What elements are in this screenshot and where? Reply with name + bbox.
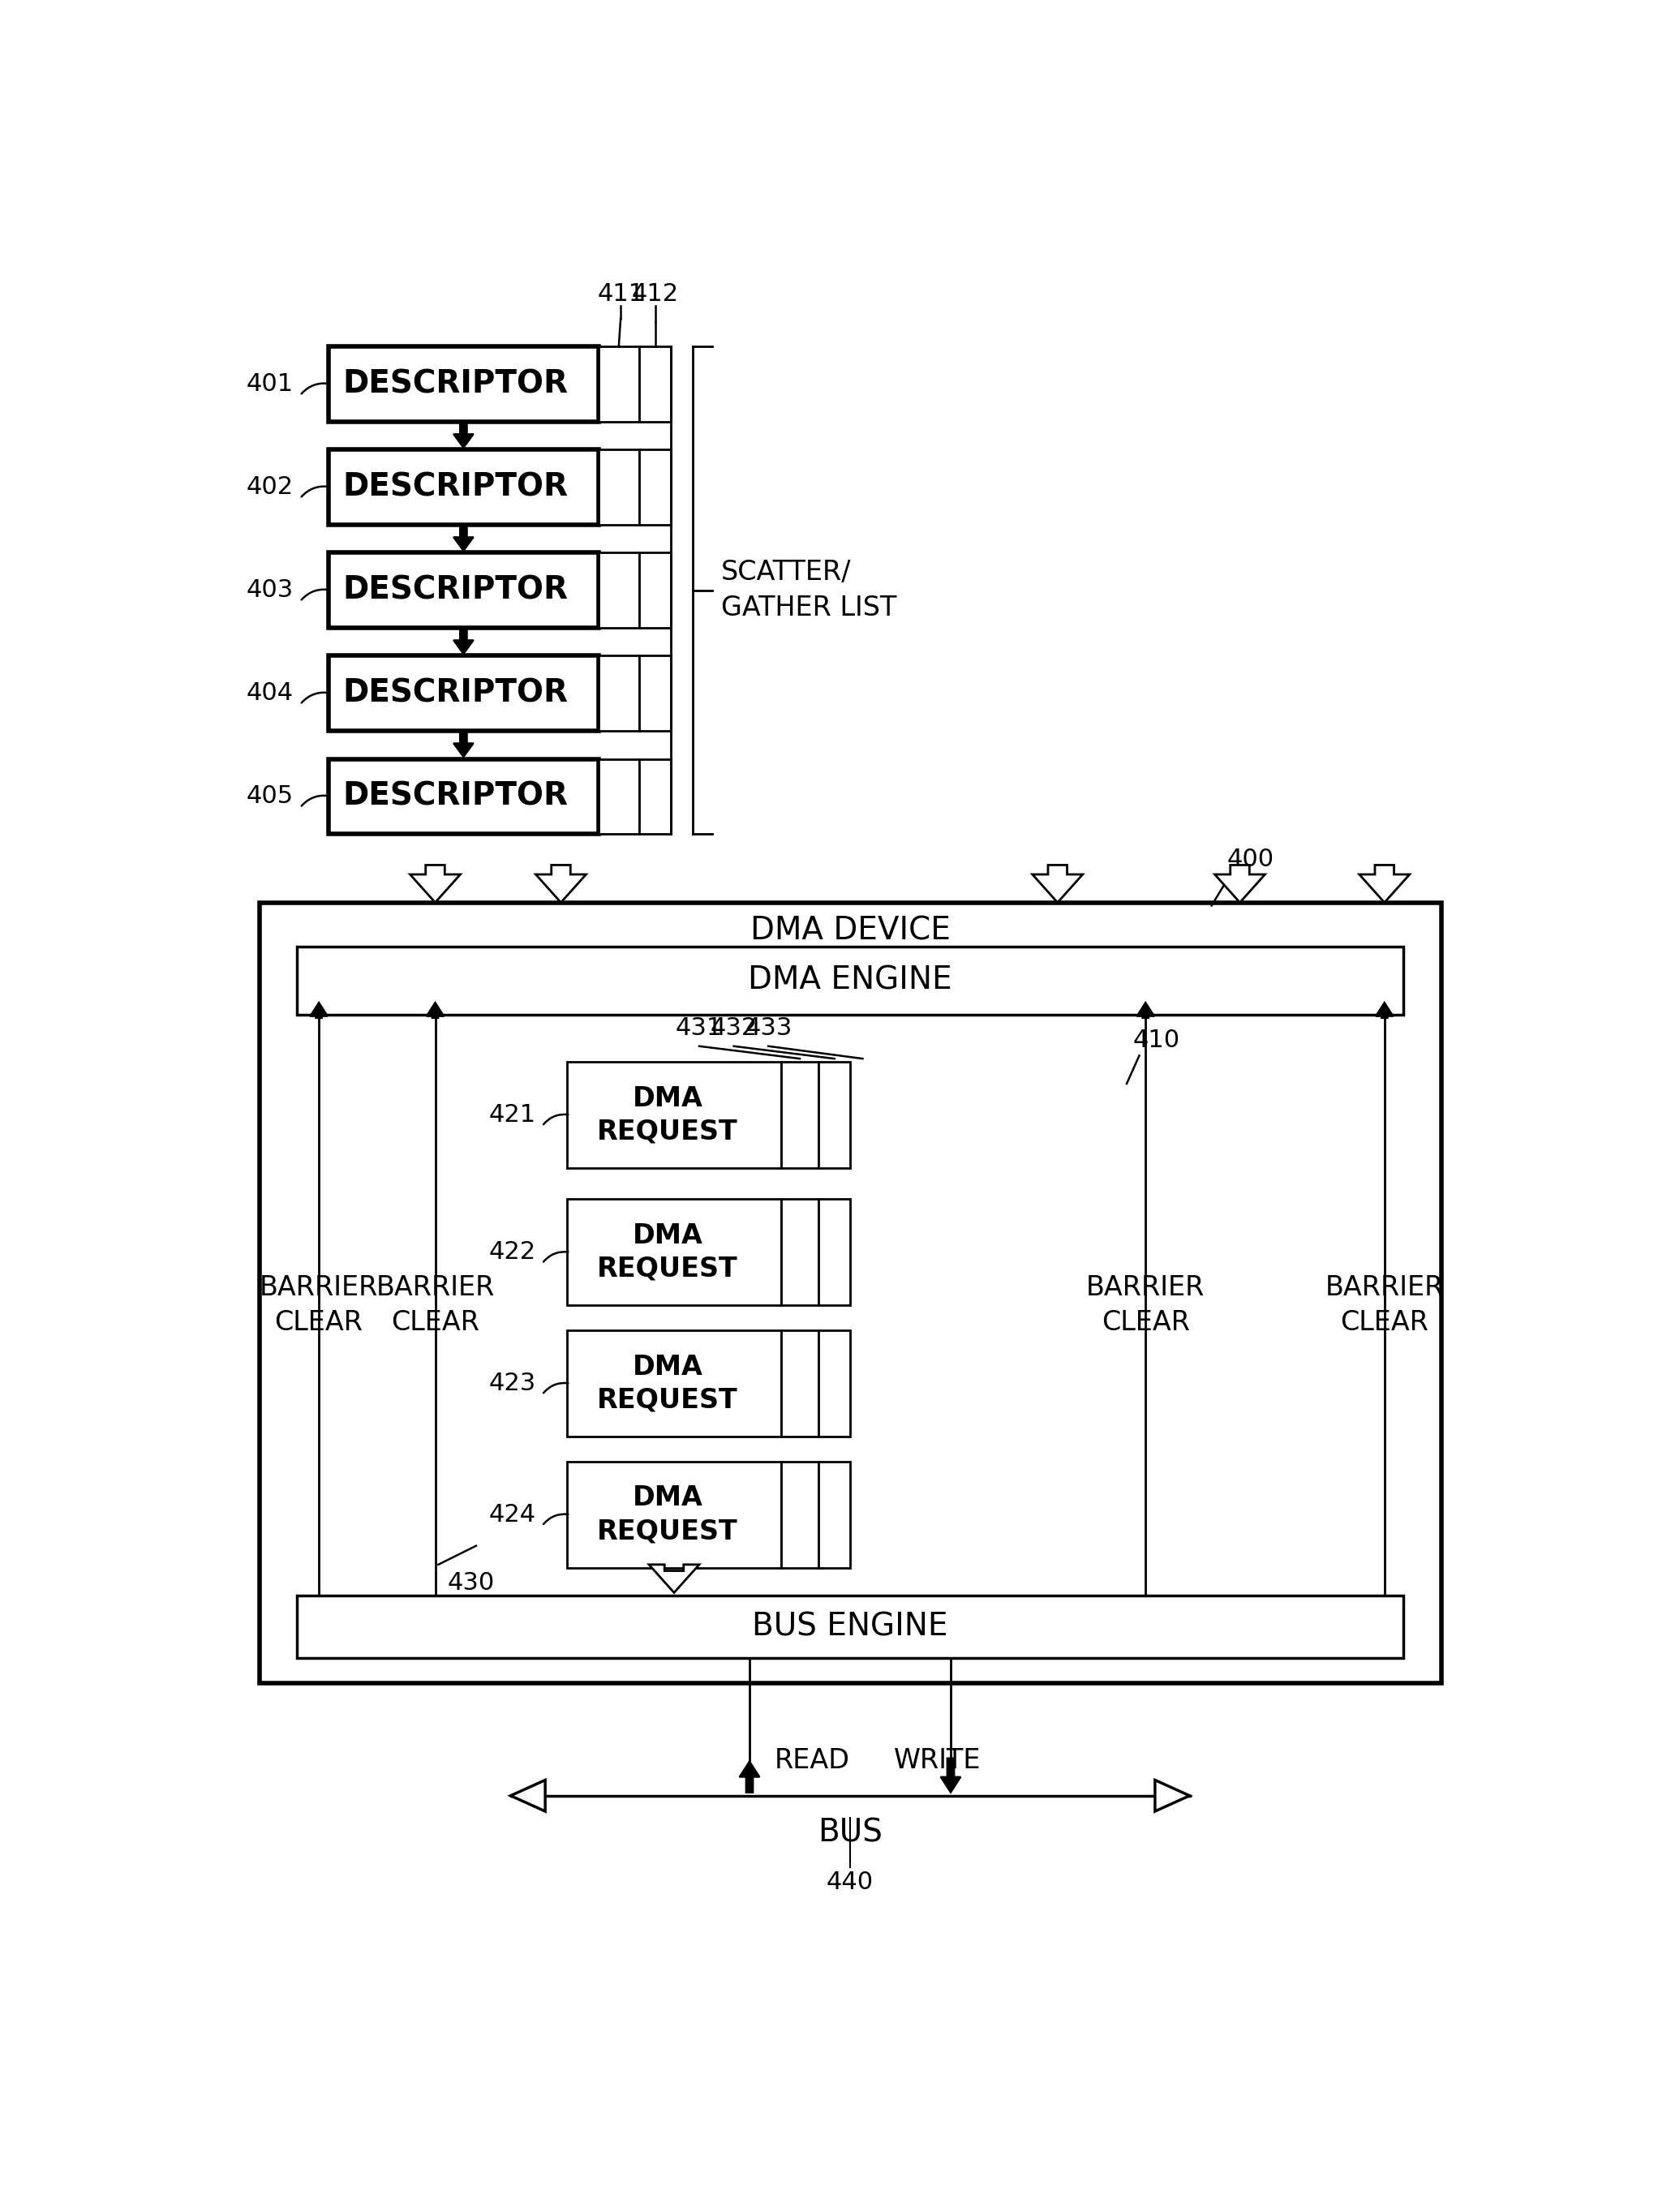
Bar (328, 759, 598, 834)
Text: 411: 411 (597, 283, 645, 305)
Text: DESCRIPTOR: DESCRIPTOR (343, 781, 568, 812)
Polygon shape (453, 732, 473, 757)
Text: BARRIER
CLEAR: BARRIER CLEAR (376, 1274, 495, 1336)
Polygon shape (453, 630, 473, 655)
Bar (297, 947, 1404, 1015)
Polygon shape (1033, 865, 1083, 902)
Bar (819, 1462, 851, 1568)
Text: DMA
REQUEST: DMA REQUEST (597, 1084, 739, 1146)
Polygon shape (453, 526, 473, 551)
Polygon shape (1359, 865, 1410, 902)
Bar (598, 759, 640, 834)
Polygon shape (511, 1781, 545, 1812)
Text: 423: 423 (488, 1371, 536, 1396)
Text: 400: 400 (1227, 847, 1275, 872)
Text: 430: 430 (448, 1571, 495, 1595)
Text: 403: 403 (247, 580, 294, 602)
Text: DMA
REQUEST: DMA REQUEST (597, 1484, 739, 1544)
Text: BUS: BUS (817, 1818, 882, 1849)
Bar (566, 1062, 780, 1168)
Bar (598, 347, 640, 422)
Text: DESCRIPTOR: DESCRIPTOR (343, 677, 568, 708)
Bar (640, 347, 672, 422)
Polygon shape (1155, 1781, 1190, 1812)
Bar (566, 1329, 780, 1436)
Text: 404: 404 (247, 681, 294, 706)
Bar (328, 347, 598, 422)
Polygon shape (740, 1761, 760, 1792)
Bar (328, 553, 598, 628)
Bar (819, 1199, 851, 1305)
Polygon shape (1136, 1002, 1155, 1018)
Text: 401: 401 (247, 372, 294, 396)
Text: BARRIER
CLEAR: BARRIER CLEAR (259, 1274, 378, 1336)
Bar (640, 655, 672, 730)
Polygon shape (426, 1002, 444, 1018)
Text: 402: 402 (247, 476, 294, 500)
Polygon shape (1215, 865, 1265, 902)
Text: 432: 432 (710, 1015, 757, 1040)
Bar (780, 1329, 819, 1436)
Bar (640, 449, 672, 524)
Text: BUS ENGINE: BUS ENGINE (752, 1613, 947, 1644)
Text: 424: 424 (488, 1502, 536, 1526)
Bar (640, 553, 672, 628)
Polygon shape (648, 1564, 698, 1593)
Polygon shape (409, 865, 460, 902)
Bar (259, 902, 1440, 1683)
Polygon shape (1375, 1002, 1394, 1018)
Text: DMA DEVICE: DMA DEVICE (750, 916, 951, 947)
Text: DESCRIPTOR: DESCRIPTOR (343, 369, 568, 400)
Bar (640, 759, 672, 834)
Bar (328, 655, 598, 730)
Text: 421: 421 (488, 1104, 536, 1126)
Bar (780, 1062, 819, 1168)
Text: BARRIER
CLEAR: BARRIER CLEAR (1325, 1274, 1444, 1336)
Text: DESCRIPTOR: DESCRIPTOR (343, 575, 568, 606)
Bar (819, 1062, 851, 1168)
Polygon shape (536, 865, 587, 902)
Bar (598, 553, 640, 628)
Text: 440: 440 (827, 1871, 874, 1893)
Bar (297, 1595, 1404, 1659)
Polygon shape (311, 1002, 328, 1018)
Text: 422: 422 (488, 1241, 536, 1263)
Bar (819, 1329, 851, 1436)
Text: READ: READ (775, 1747, 851, 1774)
Bar (780, 1462, 819, 1568)
Bar (780, 1199, 819, 1305)
Text: 410: 410 (1133, 1029, 1180, 1053)
Text: DMA
REQUEST: DMA REQUEST (597, 1223, 739, 1283)
Text: SCATTER/
GATHER LIST: SCATTER/ GATHER LIST (722, 560, 897, 622)
Text: DMA
REQUEST: DMA REQUEST (597, 1354, 739, 1413)
Bar (598, 449, 640, 524)
Bar (566, 1199, 780, 1305)
Text: WRITE: WRITE (894, 1747, 981, 1774)
Text: DMA ENGINE: DMA ENGINE (749, 964, 952, 995)
Text: 431: 431 (675, 1015, 724, 1040)
Text: 412: 412 (632, 283, 678, 305)
Text: 405: 405 (247, 785, 294, 807)
Bar (566, 1462, 780, 1568)
Polygon shape (941, 1759, 961, 1792)
Bar (598, 655, 640, 730)
Text: DESCRIPTOR: DESCRIPTOR (343, 471, 568, 502)
Text: 433: 433 (745, 1015, 792, 1040)
Polygon shape (453, 422, 473, 447)
Bar (328, 449, 598, 524)
Text: BARRIER
CLEAR: BARRIER CLEAR (1086, 1274, 1205, 1336)
